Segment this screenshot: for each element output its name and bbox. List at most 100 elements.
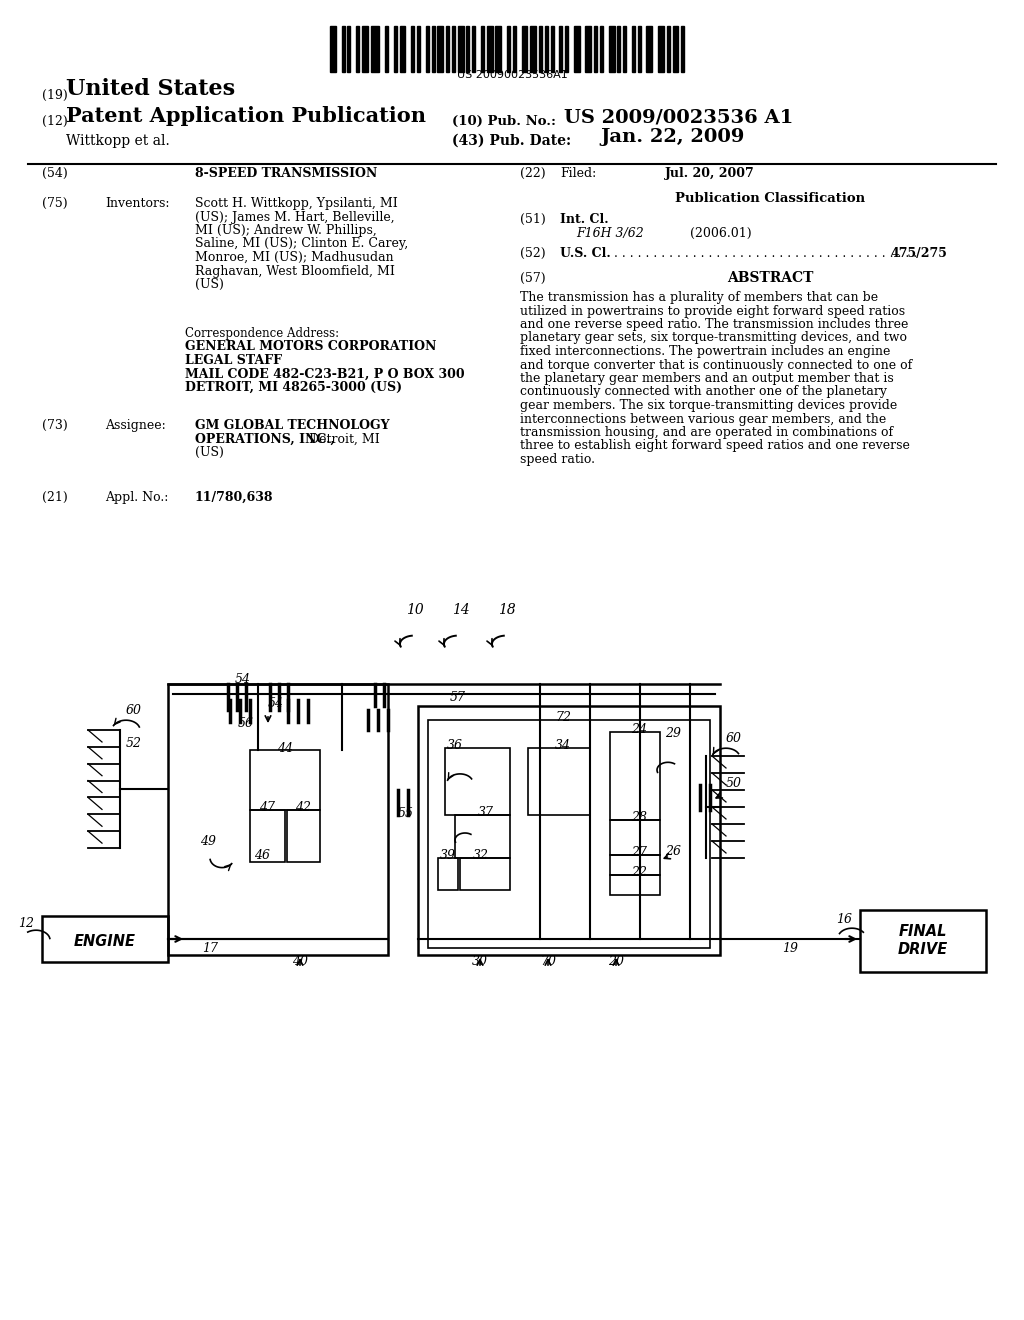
Bar: [617, 26, 621, 73]
Bar: [521, 26, 527, 73]
Text: gear members. The six torque-transmitting devices provide: gear members. The six torque-transmittin…: [520, 399, 897, 412]
Text: 8-SPEED TRANSMISSION: 8-SPEED TRANSMISSION: [195, 168, 377, 180]
Text: MAIL CODE 482-C23-B21, P O BOX 300: MAIL CODE 482-C23-B21, P O BOX 300: [185, 367, 465, 380]
Text: 19: 19: [782, 942, 798, 954]
Text: (75): (75): [42, 197, 68, 210]
Text: United States: United States: [66, 78, 236, 100]
Bar: [608, 26, 614, 73]
Bar: [610, 855, 660, 875]
Bar: [250, 810, 285, 862]
Bar: [507, 26, 510, 73]
Bar: [446, 26, 450, 73]
Text: (54): (54): [42, 168, 68, 180]
Bar: [460, 858, 510, 890]
Text: (US): (US): [195, 446, 224, 459]
Bar: [573, 26, 580, 73]
Text: 20: 20: [608, 954, 624, 968]
Bar: [428, 719, 710, 948]
Bar: [646, 26, 652, 73]
Text: 52: 52: [126, 737, 142, 750]
Bar: [559, 26, 562, 73]
Text: 72: 72: [555, 711, 571, 723]
Text: F16H 3/62: F16H 3/62: [575, 227, 644, 240]
Bar: [347, 26, 350, 73]
Text: Saline, MI (US); Clinton E. Carey,: Saline, MI (US); Clinton E. Carey,: [195, 238, 409, 251]
Bar: [385, 26, 388, 73]
Bar: [496, 26, 502, 73]
Text: 17: 17: [202, 942, 218, 954]
Bar: [528, 748, 590, 814]
Bar: [545, 26, 548, 73]
Text: FINAL: FINAL: [899, 924, 947, 940]
Text: (57): (57): [520, 272, 546, 285]
Text: Inventors:: Inventors:: [105, 197, 170, 210]
Bar: [610, 820, 660, 855]
Bar: [412, 26, 414, 73]
Text: 47: 47: [259, 801, 275, 814]
Text: US 20090023536A1: US 20090023536A1: [457, 70, 567, 81]
Bar: [486, 26, 493, 73]
Bar: [371, 26, 379, 73]
Text: The transmission has a plurality of members that can be: The transmission has a plurality of memb…: [520, 290, 879, 304]
Text: 56: 56: [238, 717, 254, 730]
Bar: [658, 26, 664, 73]
Text: 57: 57: [450, 690, 466, 704]
Bar: [438, 858, 458, 890]
Text: Wittkopp et al.: Wittkopp et al.: [66, 135, 170, 148]
Bar: [586, 26, 591, 73]
Bar: [610, 733, 660, 820]
Bar: [632, 26, 635, 73]
Bar: [42, 916, 168, 962]
Bar: [638, 26, 641, 73]
Text: 34: 34: [555, 739, 571, 752]
Bar: [342, 26, 344, 73]
Text: DRIVE: DRIVE: [898, 942, 948, 957]
Bar: [452, 26, 455, 73]
Text: 10: 10: [406, 603, 424, 616]
Text: (21): (21): [42, 491, 68, 504]
Text: 18: 18: [498, 603, 516, 616]
Text: GM GLOBAL TECHNOLOGY: GM GLOBAL TECHNOLOGY: [195, 418, 389, 432]
Bar: [667, 26, 670, 73]
Text: (51): (51): [520, 213, 546, 226]
Text: LEGAL STAFF: LEGAL STAFF: [185, 354, 282, 367]
Text: (US): (US): [195, 279, 224, 290]
Bar: [356, 26, 359, 73]
Text: 30: 30: [472, 954, 488, 968]
Bar: [481, 26, 484, 73]
Bar: [250, 750, 319, 810]
Text: fixed interconnections. The powertrain includes an engine: fixed interconnections. The powertrain i…: [520, 345, 891, 358]
Text: 29: 29: [665, 727, 681, 741]
Text: Int. Cl.: Int. Cl.: [560, 213, 608, 226]
Text: 24: 24: [631, 723, 647, 737]
Bar: [624, 26, 626, 73]
Bar: [530, 26, 537, 73]
Text: Jul. 20, 2007: Jul. 20, 2007: [665, 168, 755, 180]
Text: 36: 36: [447, 739, 463, 752]
Text: and torque converter that is continuously connected to one of: and torque converter that is continuousl…: [520, 359, 912, 371]
Bar: [600, 26, 603, 73]
Text: interconnections between various gear members, and the: interconnections between various gear me…: [520, 412, 886, 425]
Text: 55: 55: [398, 807, 414, 820]
Bar: [455, 814, 510, 858]
Bar: [445, 748, 510, 814]
Text: U.S. Cl.: U.S. Cl.: [560, 247, 610, 260]
Bar: [681, 26, 684, 73]
Text: Monroe, MI (US); Madhusudan: Monroe, MI (US); Madhusudan: [195, 251, 393, 264]
Text: (22): (22): [520, 168, 546, 180]
Text: (US); James M. Hart, Belleville,: (US); James M. Hart, Belleville,: [195, 210, 394, 223]
Bar: [168, 684, 388, 954]
Bar: [330, 26, 336, 73]
Text: 49: 49: [200, 836, 216, 847]
Bar: [394, 26, 396, 73]
Bar: [431, 26, 434, 73]
Bar: [551, 26, 554, 73]
Text: continuously connected with another one of the planetary: continuously connected with another one …: [520, 385, 887, 399]
Text: planetary gear sets, six torque-transmitting devices, and two: planetary gear sets, six torque-transmit…: [520, 331, 907, 345]
Text: 37: 37: [478, 807, 494, 818]
Text: (12): (12): [42, 115, 68, 128]
Text: Patent Application Publication: Patent Application Publication: [66, 106, 426, 125]
Text: 44: 44: [278, 742, 293, 755]
Text: (73): (73): [42, 418, 68, 432]
Bar: [287, 810, 319, 862]
